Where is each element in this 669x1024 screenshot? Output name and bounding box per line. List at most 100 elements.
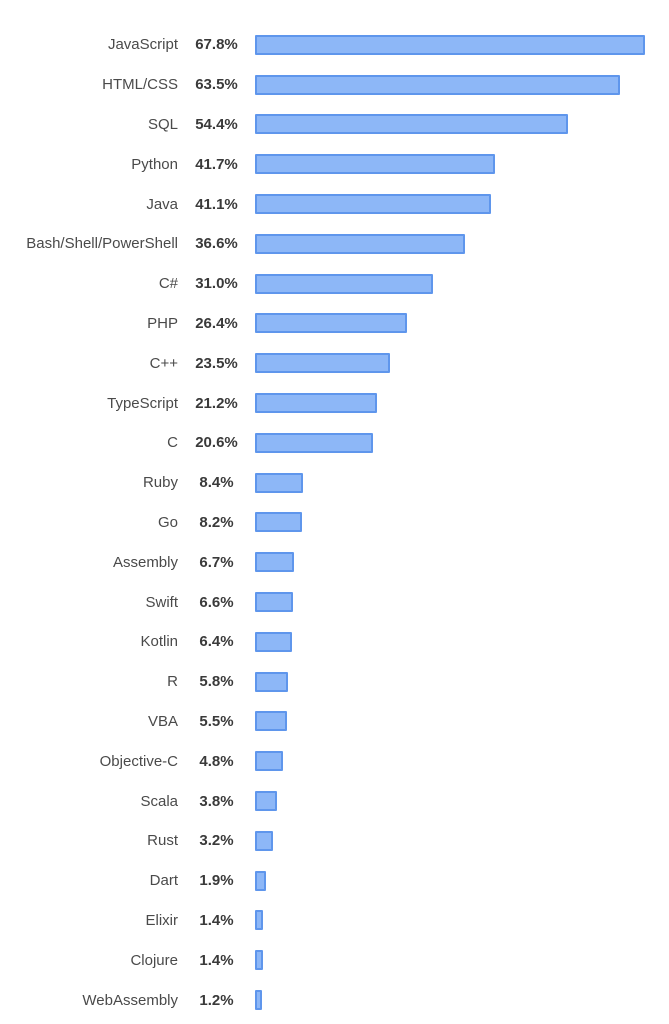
bar-row: JavaScript 67.8% bbox=[0, 25, 669, 65]
bar-row: R 5.8% bbox=[0, 662, 669, 702]
bar-label: Ruby bbox=[142, 474, 178, 492]
bar-track bbox=[255, 751, 669, 772]
bar-value: 6.7% bbox=[199, 553, 234, 571]
bar bbox=[255, 870, 266, 891]
bar-value: 5.5% bbox=[199, 712, 234, 730]
bar-value: 8.2% bbox=[199, 513, 234, 531]
bar-value: 36.6% bbox=[195, 235, 238, 253]
bar-row: Bash/Shell/PowerShell 36.6% bbox=[0, 224, 669, 264]
bar-value: 26.4% bbox=[195, 314, 238, 332]
bar-value: 1.9% bbox=[199, 872, 234, 890]
bar-track bbox=[255, 910, 669, 931]
bar-track bbox=[255, 711, 669, 732]
bar-row: Go 8.2% bbox=[0, 503, 669, 543]
bar-track bbox=[255, 353, 669, 374]
bar-value: 6.4% bbox=[199, 633, 234, 651]
bar-label: Java bbox=[146, 195, 178, 213]
bar-row: VBA 5.5% bbox=[0, 702, 669, 742]
bar bbox=[255, 34, 645, 55]
bar-label: C# bbox=[158, 275, 178, 293]
bar bbox=[255, 592, 293, 613]
bar-track bbox=[255, 472, 669, 493]
bar-value: 31.0% bbox=[195, 275, 238, 293]
bar-label: R bbox=[167, 673, 178, 691]
bar-track bbox=[255, 791, 669, 812]
bar bbox=[255, 910, 264, 931]
bar-row: Java 41.1% bbox=[0, 184, 669, 224]
bar-value: 54.4% bbox=[195, 115, 238, 133]
bar bbox=[255, 791, 277, 812]
bar-track bbox=[255, 592, 669, 613]
bar-track bbox=[255, 273, 669, 294]
bar-label: WebAssembly bbox=[82, 991, 178, 1009]
bar-row: Ruby 8.4% bbox=[0, 463, 669, 503]
bar-label: Python bbox=[131, 155, 178, 173]
bar-value: 41.7% bbox=[195, 155, 238, 173]
bar-label: Clojure bbox=[130, 951, 178, 969]
bar-row: Dart 1.9% bbox=[0, 861, 669, 901]
bar-track bbox=[255, 870, 669, 891]
bar-value: 23.5% bbox=[195, 354, 238, 372]
bar-track bbox=[255, 830, 669, 851]
bar-label: HTML/CSS bbox=[102, 76, 178, 94]
bar-label: PHP bbox=[147, 314, 178, 332]
bar-track bbox=[255, 393, 669, 414]
bar-row: C++ 23.5% bbox=[0, 343, 669, 383]
bar-row: C# 31.0% bbox=[0, 264, 669, 304]
bar-row: Python 41.7% bbox=[0, 144, 669, 184]
bar-track bbox=[255, 74, 669, 95]
bar-row: Rust 3.2% bbox=[0, 821, 669, 861]
bar-row: WebAssembly 1.2% bbox=[0, 980, 669, 1020]
bar-row: TypeScript 21.2% bbox=[0, 383, 669, 423]
bar bbox=[255, 711, 287, 732]
bar-row: Elixir 1.4% bbox=[0, 901, 669, 941]
bar bbox=[255, 751, 283, 772]
bar-row: Clojure 1.4% bbox=[0, 940, 669, 980]
bar bbox=[255, 273, 434, 294]
bar-value: 6.6% bbox=[199, 593, 234, 611]
bar-row: Scala 3.8% bbox=[0, 781, 669, 821]
bar-track bbox=[255, 34, 669, 55]
bar-value: 3.2% bbox=[199, 832, 234, 850]
bar-label: TypeScript bbox=[107, 394, 178, 412]
bar-label: Bash/Shell/PowerShell bbox=[26, 235, 178, 253]
bar-label: Elixir bbox=[145, 911, 179, 929]
bar-label: Dart bbox=[149, 872, 178, 890]
bar-label: JavaScript bbox=[107, 36, 178, 54]
bar-track bbox=[255, 233, 669, 254]
bar-track bbox=[255, 671, 669, 692]
bar-value: 20.6% bbox=[195, 434, 238, 452]
bar-track bbox=[255, 114, 669, 135]
bar-label: Objective-C bbox=[99, 752, 178, 770]
bar-track bbox=[255, 950, 669, 971]
bar bbox=[255, 432, 374, 453]
bar-value: 1.4% bbox=[199, 951, 234, 969]
bar bbox=[255, 114, 568, 135]
bar-value: 63.5% bbox=[195, 76, 238, 94]
bar-value: 21.2% bbox=[195, 394, 238, 412]
bar-track bbox=[255, 194, 669, 215]
bar-label: Assembly bbox=[112, 553, 178, 571]
bar-label: Swift bbox=[145, 593, 178, 611]
bar bbox=[255, 552, 294, 573]
bar bbox=[255, 472, 304, 493]
bar bbox=[255, 393, 377, 414]
bar-label: Go bbox=[157, 513, 178, 531]
bar bbox=[255, 353, 391, 374]
bar-value: 1.4% bbox=[199, 911, 234, 929]
bar-row: Kotlin 6.4% bbox=[0, 622, 669, 662]
bar-row: C 20.6% bbox=[0, 423, 669, 463]
bar-track bbox=[255, 154, 669, 175]
bar-label: C bbox=[167, 434, 178, 452]
bar-row: Objective-C 4.8% bbox=[0, 741, 669, 781]
bar bbox=[255, 194, 492, 215]
bar-label: Scala bbox=[140, 792, 178, 810]
bar-row: SQL 54.4% bbox=[0, 105, 669, 145]
bar-value: 67.8% bbox=[195, 36, 238, 54]
bar-row: Swift 6.6% bbox=[0, 582, 669, 622]
bar-label: C++ bbox=[149, 354, 178, 372]
bar bbox=[255, 990, 262, 1011]
bar-track bbox=[255, 552, 669, 573]
bar bbox=[255, 830, 274, 851]
